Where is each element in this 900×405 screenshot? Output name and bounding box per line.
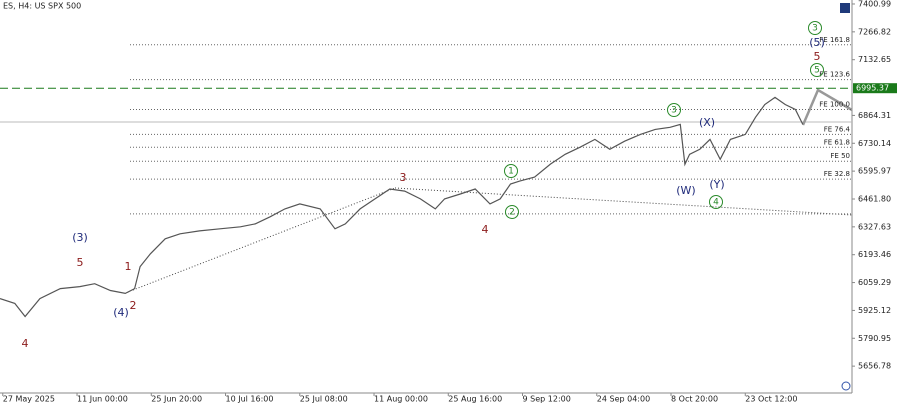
wave-label: 2: [509, 208, 515, 218]
price-line: [0, 96, 804, 318]
y-tick-label: 7132.65: [858, 55, 891, 64]
y-tick-label: 5656.78: [858, 362, 891, 371]
x-tick-label: 25 Jul 08:00: [300, 395, 348, 404]
wave-label: 4: [22, 337, 29, 350]
wave-label: (4): [113, 306, 129, 319]
fib-label: FE 123.6: [819, 71, 850, 79]
wave-label: 4: [713, 198, 719, 208]
wave-label: 5: [814, 66, 820, 76]
wave-label: 1: [125, 260, 132, 273]
y-tick-label: 6595.97: [858, 167, 891, 176]
toolbar-icon[interactable]: [840, 3, 850, 13]
trend-line: [132, 187, 396, 291]
fib-label: FE 32.8: [824, 170, 850, 178]
wave-circle: [808, 21, 822, 35]
wave-circle: [709, 195, 723, 209]
icon[interactable]: [840, 3, 850, 13]
wave-label: (W): [676, 184, 695, 197]
fib-label: FE 61.8: [824, 138, 850, 146]
x-tick-label: 25 Jun 20:00: [151, 395, 202, 404]
x-tick-label: 25 Aug 16:00: [448, 395, 502, 404]
fib-label: FE 161.8: [819, 36, 850, 44]
wave-label: 5: [77, 256, 84, 269]
scroll-icon[interactable]: [841, 381, 851, 391]
wave-label: 1: [508, 167, 514, 177]
chart-title: ES, H4: US SPX 500: [3, 2, 81, 11]
fib-label: FE 50: [830, 152, 850, 160]
wave-label: 5: [814, 50, 821, 63]
x-tick-label: 11 Jun 00:00: [77, 395, 128, 404]
wave-circle: [810, 63, 824, 77]
y-tick-label: 5925.12: [858, 306, 891, 315]
x-tick-label: 27 May 2025: [3, 395, 55, 404]
wave-label: 3: [400, 171, 407, 184]
wave-label: (5): [809, 36, 825, 49]
y-tick-label: 7400.99: [858, 0, 891, 8]
y-tick-label: 6059.29: [858, 278, 891, 287]
x-tick-label: 9 Sep 12:00: [523, 395, 571, 404]
wave-circle: [504, 164, 518, 178]
y-tick-label: 6193.46: [858, 250, 891, 259]
x-tick-label: 24 Sep 04:00: [597, 395, 650, 404]
x-tick-label: 8 Oct 20:00: [671, 395, 718, 404]
y-tick-label: 6864.31: [858, 111, 891, 120]
trend-line: [394, 187, 853, 216]
wave-label: 3: [671, 106, 677, 116]
wave-label: (3): [72, 231, 88, 244]
target-label: 6995.37: [856, 84, 889, 93]
wave-label: (Y): [709, 178, 724, 191]
wave-label: (X): [699, 116, 715, 129]
wave-circle: [667, 103, 681, 117]
y-tick-label: 7266.82: [858, 27, 891, 36]
wave-label: 3: [812, 24, 818, 34]
y-tick-label: 6461.80: [858, 194, 891, 203]
y-tick-label: 6730.14: [858, 139, 891, 148]
y-tick-label: 5790.95: [858, 334, 891, 343]
wave-circle: [505, 205, 519, 219]
fib-label: FE 76.4: [824, 125, 851, 133]
wave-label: 4: [482, 223, 489, 236]
target-label-box: [853, 83, 897, 94]
y-tick-label: 6327.63: [858, 222, 891, 231]
x-tick-label: 10 Jul 16:00: [226, 395, 274, 404]
x-tick-label: 11 Aug 00:00: [374, 395, 428, 404]
projection-path: [801, 88, 853, 126]
wave-label: 2: [130, 299, 137, 312]
x-tick-label: 23 Oct 12:00: [745, 395, 797, 404]
fib-label: FE 100.0: [819, 100, 850, 108]
